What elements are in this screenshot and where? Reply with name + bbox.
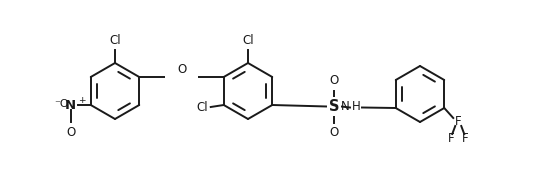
- Text: Cl: Cl: [242, 34, 254, 47]
- Text: H: H: [352, 100, 361, 113]
- Text: ⁻O: ⁻O: [54, 99, 69, 109]
- Text: N: N: [65, 99, 76, 112]
- Text: F: F: [448, 131, 454, 145]
- Text: F: F: [462, 131, 469, 145]
- Text: Cl: Cl: [109, 34, 121, 47]
- Text: N: N: [341, 100, 350, 113]
- Text: O: O: [329, 126, 339, 139]
- Text: O: O: [329, 74, 339, 87]
- Text: O: O: [177, 62, 186, 75]
- Text: Cl: Cl: [196, 100, 208, 113]
- Text: O: O: [66, 126, 75, 139]
- Text: F: F: [455, 114, 462, 128]
- Text: +: +: [78, 96, 85, 104]
- Text: S: S: [329, 99, 339, 114]
